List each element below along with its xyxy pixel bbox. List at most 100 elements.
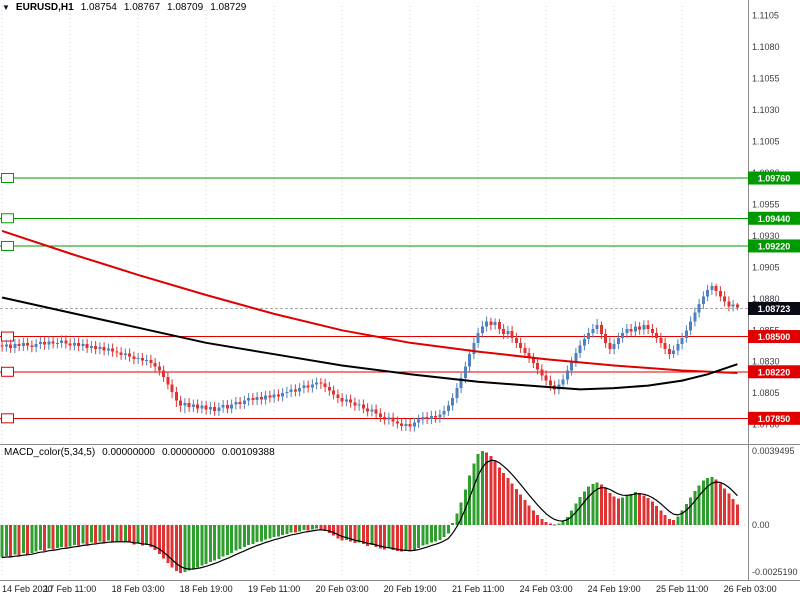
level-left-tag[interactable] <box>1 240 14 251</box>
level-price-label: 1.07850 <box>758 414 791 424</box>
candle-body <box>625 328 629 333</box>
candle-body <box>672 350 676 355</box>
macd-histogram-bar <box>51 524 55 550</box>
macd-histogram-bar <box>519 494 523 525</box>
y-axis-label: 1.1005 <box>752 137 780 147</box>
level-left-tag[interactable] <box>1 331 14 342</box>
candle-body <box>727 301 731 307</box>
candle-body <box>548 380 552 386</box>
macd-histogram-bar <box>697 485 701 525</box>
macd-histogram-bar <box>502 472 506 525</box>
macd-histogram-bar <box>506 477 510 525</box>
macd-histogram-bar <box>548 523 552 525</box>
macd-histogram-bar <box>85 524 89 545</box>
macd-histogram-bar <box>208 524 212 563</box>
candle-body <box>170 384 174 392</box>
level-left-tag[interactable] <box>1 413 14 424</box>
macd-histogram-bar <box>68 524 72 547</box>
macd-histogram-bar <box>531 510 535 525</box>
macd-histogram-bar <box>633 492 637 525</box>
candle-body <box>157 366 161 371</box>
macd-histogram-bar <box>4 524 8 557</box>
candle-body <box>531 357 535 363</box>
macd-histogram-bar <box>366 524 370 547</box>
candle-body <box>561 379 565 385</box>
bid-price-box <box>748 301 800 315</box>
level-price-box <box>748 411 800 425</box>
candle-body <box>574 352 578 362</box>
candle-body <box>136 357 140 360</box>
macd-histogram-bar <box>89 524 93 543</box>
candle-body <box>72 342 76 346</box>
level-left-tag[interactable] <box>1 366 14 377</box>
macd-histogram-bar <box>13 524 17 555</box>
candle-body <box>230 404 234 409</box>
candle-body <box>723 296 727 302</box>
candle-body <box>421 417 425 420</box>
candle-body <box>140 357 144 361</box>
candle-body <box>315 382 319 385</box>
candle-body <box>162 370 166 377</box>
ohlc-high: 1.08767 <box>123 2 161 13</box>
macd-histogram-bar <box>370 524 374 545</box>
chart-menu-icon[interactable]: ▼ <box>2 3 10 12</box>
candle-body <box>204 405 208 410</box>
macd-histogram-bar <box>166 524 170 564</box>
candle-body <box>374 409 378 414</box>
macd-histogram-bar <box>157 524 161 554</box>
macd-histogram-bar <box>357 524 361 543</box>
macd-histogram-bar <box>553 524 557 526</box>
candle-body <box>391 417 395 422</box>
candle-body <box>412 422 416 427</box>
macd-histogram-bar <box>94 524 98 544</box>
candle-body <box>302 385 306 389</box>
candle-body <box>247 398 251 401</box>
candle-body <box>234 401 238 405</box>
candle-body <box>102 347 106 351</box>
y-axis-label: 1.1030 <box>752 105 780 115</box>
macd-histogram-bar <box>731 499 735 525</box>
level-left-tag[interactable] <box>1 173 14 184</box>
x-axis-label: 18 Feb 19:00 <box>180 584 233 594</box>
macd-histogram-bar <box>234 524 238 551</box>
candle-body <box>298 388 302 392</box>
candle-body <box>506 330 510 335</box>
macd-histogram-bar <box>472 463 476 525</box>
level-price-box <box>748 239 800 253</box>
macd-histogram-bar <box>459 502 463 525</box>
macd-histogram-bar <box>701 480 705 525</box>
candle-body <box>616 337 620 345</box>
macd-histogram-bar <box>642 495 646 525</box>
candle-body <box>663 342 667 350</box>
macd-histogram-bar <box>145 524 149 545</box>
macd-histogram-bar <box>187 524 191 571</box>
macd-histogram-bar <box>689 497 693 525</box>
candle-body <box>64 340 68 344</box>
candle-body <box>570 361 574 371</box>
level-left-tag[interactable] <box>1 213 14 224</box>
candle-body <box>225 405 229 409</box>
candle-body <box>187 403 191 408</box>
level-price-box <box>748 171 800 185</box>
macd-histogram-bar <box>349 524 353 542</box>
macd-histogram-bar <box>493 461 497 525</box>
candle-body <box>650 328 654 333</box>
candle-body <box>353 402 357 406</box>
macd-histogram-bar <box>327 524 331 534</box>
candle-body <box>285 391 289 394</box>
candle-body <box>128 353 132 357</box>
macd-histogram-bar <box>213 524 217 561</box>
macd-histogram-bar <box>293 524 297 533</box>
candle-body <box>404 423 408 426</box>
candle-body <box>565 370 569 380</box>
macd-histogram-bar <box>391 524 395 551</box>
macd-value-3: 0.00109388 <box>221 447 275 458</box>
candle-body <box>115 351 119 353</box>
macd-histogram-bar <box>128 524 132 543</box>
macd-histogram-bar <box>595 482 599 525</box>
macd-histogram-bar <box>400 524 404 552</box>
candle-body <box>621 332 625 338</box>
candle-body <box>26 342 30 346</box>
macd-histogram-bar <box>264 524 268 540</box>
